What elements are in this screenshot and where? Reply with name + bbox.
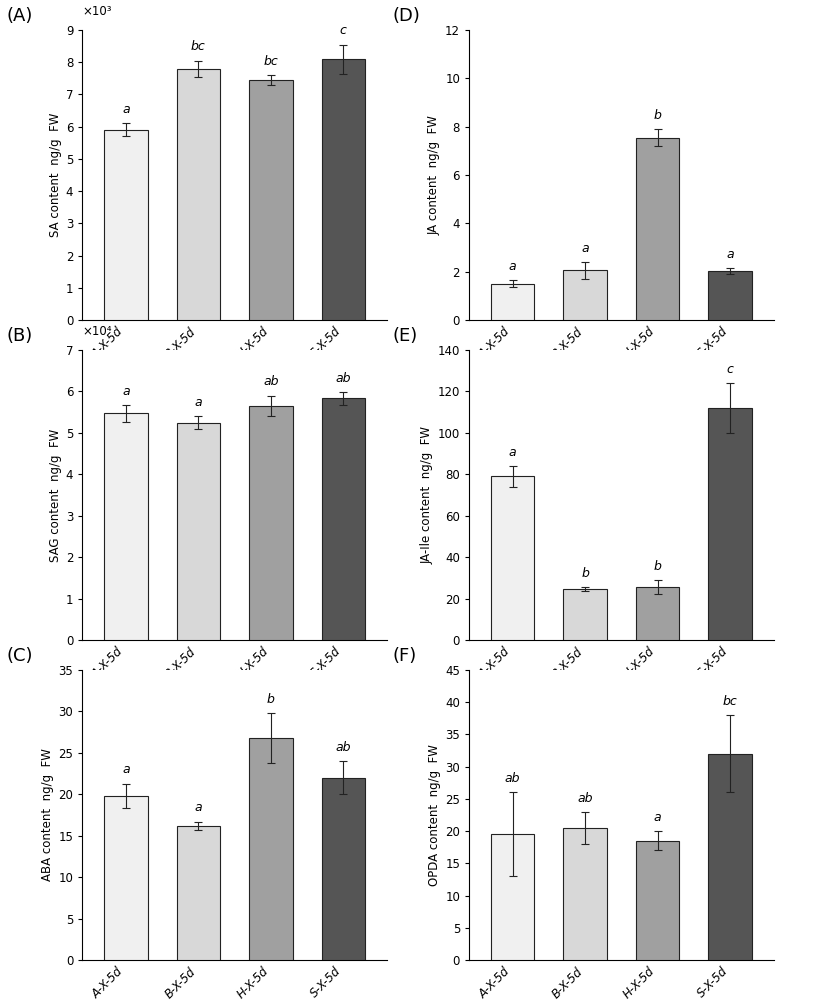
Bar [709,408,752,640]
Bar [104,796,147,960]
Text: ab: ab [336,741,351,754]
Text: a: a [509,260,516,273]
Text: bc: bc [191,40,206,53]
Text: a: a [122,763,129,776]
Text: a: a [581,242,589,255]
Bar [104,413,147,640]
Bar [709,271,752,320]
Text: a: a [727,248,734,261]
Text: b: b [653,109,662,122]
Bar [491,284,534,320]
Text: b: b [581,567,589,580]
Text: (A): (A) [7,7,33,25]
Y-axis label: OPDA content  ng/g  FW: OPDA content ng/g FW [428,744,441,886]
Bar [636,138,679,320]
Text: (D): (D) [393,7,421,25]
Bar [491,476,534,640]
Text: c: c [727,363,733,376]
Text: ab: ab [578,792,593,805]
Text: (F): (F) [393,647,417,665]
Bar [491,834,534,960]
Bar [322,398,365,640]
Text: a: a [122,103,129,116]
Text: (B): (B) [7,327,32,345]
Text: b: b [267,693,275,706]
Bar [177,826,220,960]
Bar [249,406,292,640]
Text: a: a [194,396,202,409]
Text: a: a [194,801,202,814]
Bar [104,130,147,320]
Y-axis label: SAG content  ng/g  FW: SAG content ng/g FW [49,428,62,562]
Bar [636,841,679,960]
Bar [564,589,607,640]
Text: ab: ab [504,772,520,785]
Bar [322,59,365,320]
Bar [177,69,220,320]
Text: ×10⁴: ×10⁴ [82,325,112,338]
Bar [564,270,607,320]
Text: ×10³: ×10³ [82,5,112,18]
Text: a: a [122,385,129,398]
Bar [322,778,365,960]
Text: b: b [653,560,662,573]
Y-axis label: JA content  ng/g  FW: JA content ng/g FW [428,115,441,235]
Bar [177,423,220,640]
Text: a: a [509,446,516,459]
Text: a: a [653,811,662,824]
Text: (C): (C) [7,647,33,665]
Text: ab: ab [263,375,278,388]
Y-axis label: JA-Ile content  ng/g  FW: JA-Ile content ng/g FW [421,426,434,564]
Text: bc: bc [263,55,278,68]
Bar [249,80,292,320]
Y-axis label: ABA content  ng/g  FW: ABA content ng/g FW [41,749,54,881]
Text: (E): (E) [393,327,418,345]
Bar [249,738,292,960]
Text: bc: bc [723,695,737,708]
Bar [636,587,679,640]
Text: c: c [340,24,346,37]
Text: ab: ab [336,372,351,385]
Bar [709,754,752,960]
Y-axis label: SA content  ng/g  FW: SA content ng/g FW [49,113,62,237]
Bar [564,828,607,960]
